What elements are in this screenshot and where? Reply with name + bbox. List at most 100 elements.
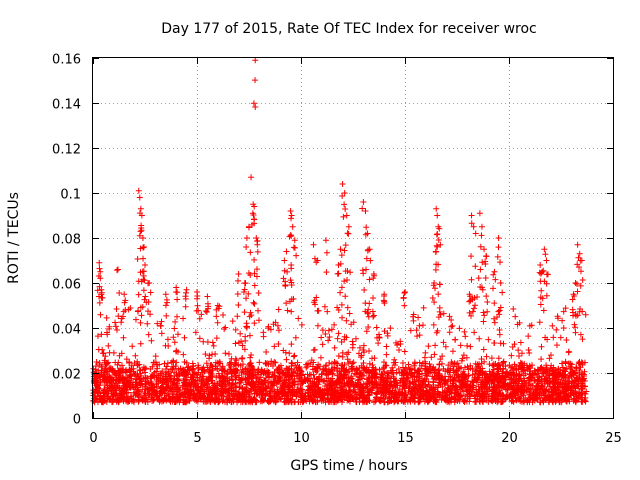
data-point	[194, 302, 201, 309]
data-point	[577, 257, 584, 264]
data-point	[482, 274, 489, 281]
data-point	[289, 392, 296, 399]
data-point	[517, 383, 524, 390]
data-point	[485, 336, 492, 343]
data-point	[414, 370, 421, 377]
data-point	[516, 372, 523, 379]
data-point	[105, 387, 112, 394]
data-point	[331, 321, 338, 328]
data-point	[440, 339, 447, 346]
data-point	[468, 220, 475, 227]
data-point	[539, 295, 546, 302]
data-point	[325, 337, 332, 344]
data-point	[173, 348, 180, 355]
data-point	[576, 376, 583, 383]
data-point	[342, 242, 349, 249]
data-point	[233, 357, 240, 364]
data-point	[144, 375, 151, 382]
data-point	[490, 271, 497, 278]
data-point	[562, 368, 569, 375]
data-point	[415, 366, 422, 373]
data-point	[94, 287, 101, 294]
data-point	[345, 383, 352, 390]
data-point	[383, 351, 390, 358]
data-point	[311, 392, 318, 399]
data-point	[377, 374, 384, 381]
data-point	[103, 314, 110, 321]
data-point	[158, 330, 165, 337]
data-point	[185, 389, 192, 396]
chart-title: Day 177 of 2015, Rate Of TEC Index for r…	[161, 21, 537, 37]
data-point	[319, 389, 326, 396]
data-point	[549, 322, 556, 329]
data-point	[96, 259, 103, 266]
data-point	[233, 390, 240, 397]
data-point	[491, 366, 498, 373]
data-point	[344, 230, 351, 237]
x-tick-label: 25	[605, 431, 622, 446]
data-point	[579, 360, 586, 367]
data-point	[500, 365, 507, 372]
data-point	[303, 364, 310, 371]
data-point	[109, 393, 116, 400]
data-point	[204, 293, 211, 300]
data-point	[239, 384, 246, 391]
data-point	[575, 264, 582, 271]
data-point	[477, 266, 484, 273]
data-point	[242, 337, 249, 344]
x-tick-label: 10	[293, 431, 310, 446]
data-point	[576, 250, 583, 257]
data-point	[483, 293, 490, 300]
data-point	[561, 372, 568, 379]
data-point	[527, 381, 534, 388]
data-point	[431, 299, 438, 306]
y-tick-label: 0.02	[52, 368, 81, 383]
data-point	[181, 375, 188, 382]
data-point	[295, 378, 302, 385]
data-point	[534, 378, 541, 385]
data-point	[535, 374, 542, 381]
data-point	[159, 388, 166, 395]
data-point	[445, 385, 452, 392]
y-tick-label: 0	[73, 413, 81, 428]
data-point	[550, 334, 557, 341]
data-point	[516, 319, 523, 326]
data-point	[308, 357, 315, 364]
data-point	[176, 371, 183, 378]
data-point	[393, 380, 400, 387]
data-point	[245, 270, 252, 277]
data-point	[124, 374, 131, 381]
data-point	[282, 282, 289, 289]
data-point	[472, 368, 479, 375]
data-point	[142, 262, 148, 268]
data-point	[112, 319, 119, 326]
data-point	[212, 363, 219, 370]
data-point	[340, 213, 347, 220]
data-point	[362, 366, 369, 373]
data-point	[507, 364, 514, 371]
data-point	[140, 376, 147, 383]
data-point	[164, 299, 171, 306]
data-point	[525, 389, 532, 396]
data-point	[239, 366, 246, 373]
data-point	[460, 352, 467, 359]
data-point	[572, 280, 579, 286]
data-point	[338, 386, 345, 393]
data-point	[314, 364, 321, 371]
data-point	[255, 307, 262, 314]
data-point	[253, 273, 260, 280]
data-point	[343, 351, 350, 358]
data-point	[265, 368, 272, 375]
data-point	[252, 371, 259, 378]
data-point	[198, 311, 205, 318]
data-point	[448, 323, 455, 330]
data-point	[353, 366, 360, 373]
data-point	[579, 308, 586, 315]
data-point	[501, 374, 508, 381]
data-point	[270, 378, 277, 385]
data-point	[367, 257, 374, 264]
x-tick-labels: 0 5 10 15 20 25	[89, 431, 621, 446]
data-points	[90, 57, 590, 406]
data-point	[526, 322, 533, 329]
data-point	[486, 384, 493, 391]
